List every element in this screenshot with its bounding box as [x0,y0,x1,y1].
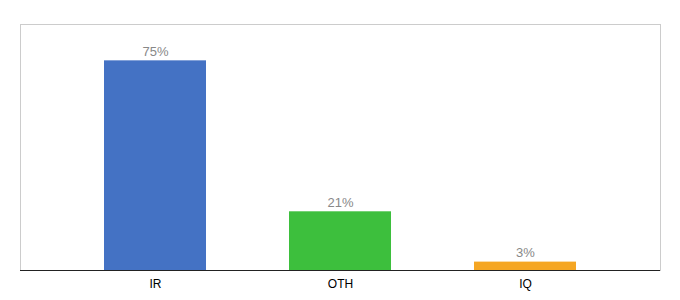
svg-text:21%: 21% [327,195,353,210]
svg-text:75%: 75% [142,44,168,59]
svg-text:IQ: IQ [519,277,532,291]
svg-text:3%: 3% [516,245,535,260]
svg-text:OTH: OTH [328,277,353,291]
svg-text:IR: IR [150,277,162,291]
